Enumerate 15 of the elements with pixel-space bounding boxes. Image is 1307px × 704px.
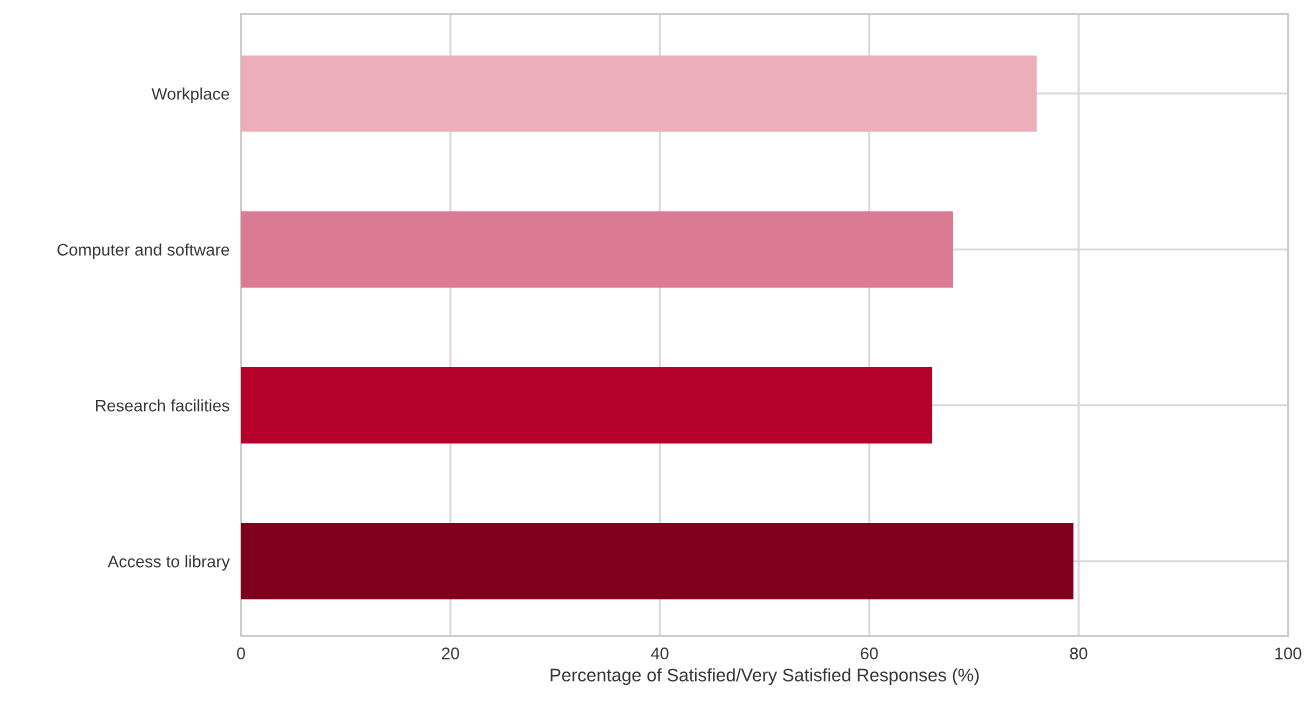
y-tick-label: Research facilities (96, 399, 230, 412)
y-tick-label: Workplace (151, 87, 230, 104)
x-tick-label: 40 (650, 647, 669, 660)
x-tick-label: 80 (1070, 647, 1088, 660)
x-tick-label: 100 (1275, 647, 1302, 660)
bar (241, 211, 953, 288)
y-tick-label: Computer and software (57, 243, 230, 259)
x-tick-label: 60 (860, 647, 878, 660)
x-tick-label: 20 (441, 647, 460, 660)
y-tick-label: Access to library (107, 555, 230, 571)
x-axis-title: Percentage of Satisfied/Very Satisfied Responses (%) (550, 668, 979, 686)
bar (241, 367, 933, 444)
bar (241, 55, 1037, 132)
bar (241, 522, 1074, 600)
x-tick-label: 0 (237, 647, 245, 660)
